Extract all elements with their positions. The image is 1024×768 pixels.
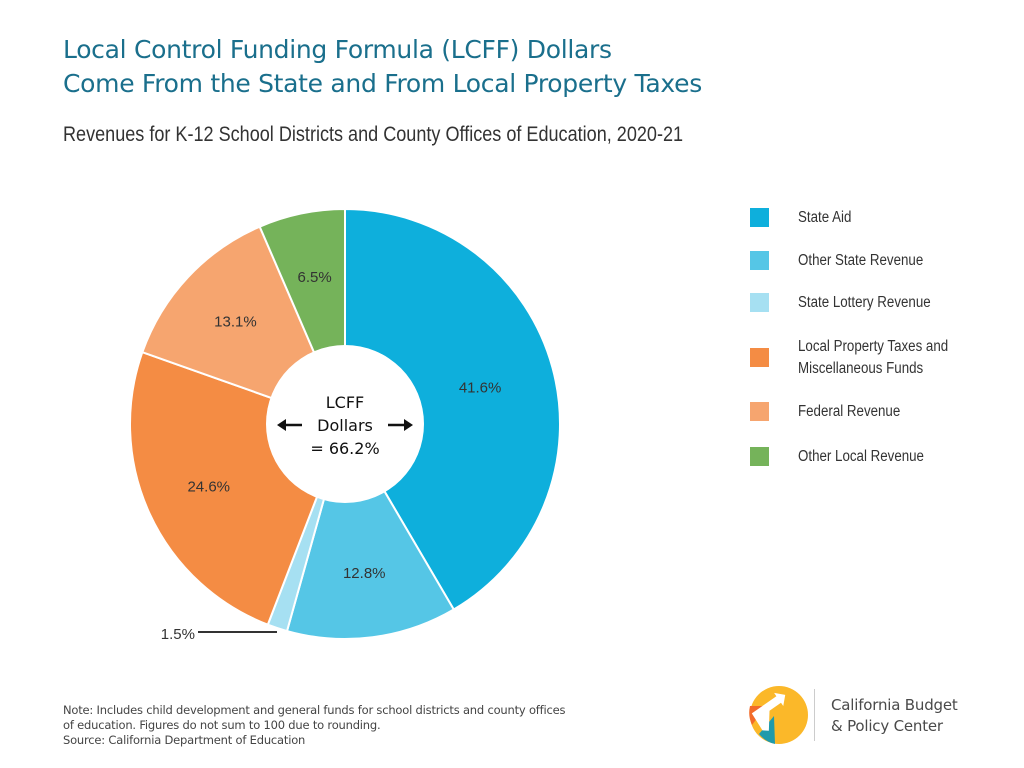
legend-label: State Lottery Revenue — [798, 293, 931, 311]
center-text-line-3: = 66.2% — [310, 439, 379, 458]
legend-item-local-property-taxes: Local Property Taxes and Miscellaneous F… — [750, 338, 948, 377]
slice-label-state-lottery-revenue: 1.5% — [161, 626, 195, 643]
legend-item-federal-revenue: Federal Revenue — [750, 402, 900, 421]
lottery-label-callout: 1.5% — [161, 626, 277, 643]
donut-chart: 41.6% 12.8% 24.6% 13.1% 6.5% LCFF Dollars = … — [129, 207, 561, 643]
slice-label-federal-revenue: 13.1% — [214, 314, 257, 331]
slice-other-state-revenue — [285, 421, 456, 640]
legend-swatch — [750, 447, 769, 466]
chart-subtitle: Revenues for K-12 School Districts and C… — [63, 123, 684, 146]
donut-hole — [266, 345, 424, 503]
slice-label-local-property-taxes-and-miscellaneous-funds: 24.6% — [187, 479, 230, 496]
legend-item-other-state-revenue: Other State Revenue — [750, 251, 923, 270]
footnote: Note: Includes child development and gen… — [63, 703, 565, 748]
legend-swatch — [750, 348, 769, 367]
left-arrow-icon — [277, 419, 302, 431]
logo: California Budget & Policy Center — [748, 684, 998, 746]
legend-swatch — [750, 208, 769, 227]
legend-label: Local Property Taxes and Miscellaneous F… — [798, 336, 948, 380]
logo-divider — [814, 689, 815, 741]
center-text-line-1: LCFF — [326, 393, 365, 412]
right-arrow-icon — [388, 419, 413, 431]
note-line-1: Note: Includes child development and gen… — [63, 703, 566, 717]
legend-label: Federal Revenue — [798, 402, 901, 420]
legend-item-state-lottery-revenue: State Lottery Revenue — [750, 293, 931, 312]
logo-text: California Budget & Policy Center — [831, 695, 958, 737]
legend-swatch — [750, 402, 769, 421]
logo-mark-icon — [749, 686, 808, 744]
chart-title-line-1: Local Control Funding Formula (LCFF) Dol… — [63, 35, 612, 64]
slice-label-state-aid: 41.6% — [459, 379, 502, 396]
legend-label-line-2: Miscellaneous Funds — [798, 359, 924, 377]
note-line-2: of education. Figures do not sum to 100 … — [63, 718, 381, 732]
slice-labels-group: 41.6% 12.8% 24.6% 13.1% 6.5% — [187, 269, 501, 582]
legend-item-other-local-revenue: Other Local Revenue — [750, 447, 924, 466]
legend-label: Other Local Revenue — [798, 447, 924, 465]
chart-title-line-2: Come From the State and From Local Prope… — [63, 69, 702, 98]
chart-title: Local Control Funding Formula (LCFF) Dol… — [63, 33, 702, 101]
logo-text-line-1: California Budget — [831, 696, 958, 714]
legend-label: Other State Revenue — [798, 251, 924, 269]
legend-item-state-aid: State Aid — [750, 208, 851, 227]
logo-text-line-2: & Policy Center — [831, 717, 943, 735]
slice-state-aid — [344, 207, 561, 611]
legend-label: State Aid — [798, 208, 852, 226]
source-line: Source: California Department of Educati… — [63, 733, 306, 747]
slice-label-other-state-revenue: 12.8% — [343, 565, 386, 582]
center-annotation: LCFF Dollars = 66.2% — [277, 393, 413, 458]
center-text-line-2: Dollars — [317, 416, 373, 435]
legend-swatch — [750, 293, 769, 312]
legend-swatch — [750, 251, 769, 270]
slice-label-other-local-revenue: 6.5% — [298, 269, 332, 286]
legend-label-line-1: Local Property Taxes and — [798, 337, 949, 355]
